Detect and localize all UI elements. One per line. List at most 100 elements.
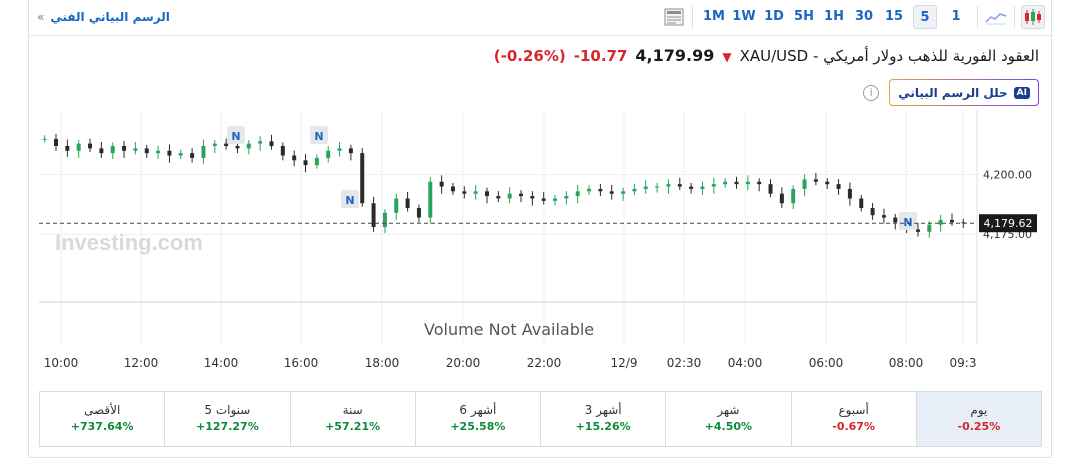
candle-body [519,193,524,197]
candle-body [258,141,263,144]
timeframe-1[interactable]: 1 [951,9,961,24]
x-tick-label: 22:00 [527,356,562,370]
news-marker [341,190,359,208]
candle-body [337,148,342,151]
performance-cell[interactable]: 3 أشهر +15.26% [540,392,665,446]
candle-body [632,188,637,192]
volume-label: Volume Not Available [424,320,595,339]
performance-period: 3 أشهر [584,403,622,417]
candle-body [621,191,626,194]
performance-value: +737.64% [70,420,134,433]
performance-cell[interactable]: 6 أشهر +25.58% [414,392,540,446]
price-tag-label: 4,179.62 [984,217,1033,230]
performance-value: +4.50% [704,420,753,433]
performance-period: الأقصى [83,403,121,417]
candle-body [110,146,115,154]
candle-body [280,146,285,156]
news-marker [899,212,917,230]
candle-body [462,191,467,194]
price-tag [979,214,1037,233]
candle-body [530,196,535,199]
performance-cell[interactable]: شهر +4.50% [665,392,790,446]
candle-body [65,146,70,151]
timeframe-5H[interactable]: 5H [794,9,814,24]
candle-body [496,196,501,199]
x-tick-label: 10:00 [44,356,79,370]
timeframe-1W[interactable]: 1W [732,9,756,24]
candle-body [598,188,603,192]
candle-body [666,184,671,187]
chart-toolbar: الرسم البياني الفني » 1M 1W 1D 5H 1H 30 … [29,0,1053,36]
performance-cell[interactable]: الأقصى +737.64% [40,392,164,446]
info-icon[interactable]: i [863,84,880,101]
performance-period: سنة [342,403,363,417]
performance-period: 5 سنوات [204,403,251,417]
x-tick-label: 09:3 [950,356,977,370]
timeframe-1H[interactable]: 1H [824,9,844,24]
candle-body [802,179,807,189]
change-value: -10.77 [573,47,628,65]
performance-value: +15.26% [575,420,631,433]
timeframe-1M[interactable]: 1M [703,9,725,24]
candle-body [553,198,558,201]
technical-chart-link[interactable]: الرسم البياني الفني » [37,10,170,24]
candle-body [235,146,240,149]
watermark-logo: Investing.com [55,230,203,255]
timeframe-5[interactable]: 5 [913,5,937,29]
candle-body [178,153,183,156]
performance-value: +127.27% [196,420,259,433]
candle-body [246,143,251,149]
candle-body [768,184,773,194]
price-chart[interactable]: Investing.com N N N N 4,200.00 4,175.00 4,179.6… [29,110,1053,380]
news-marker-label: N [314,130,323,143]
timeframe-1D[interactable]: 1D [764,9,784,24]
candle-body [938,219,943,225]
x-tick-label: 04:00 [728,356,763,370]
candle-body [779,193,784,204]
candle-body [394,198,399,213]
candle-body [473,191,478,194]
toolbar-divider [1014,6,1015,28]
candle-body [564,196,569,199]
performance-value: +25.58% [450,420,506,433]
technical-chart-label: الرسم البياني الفني [50,10,170,24]
candle-body [575,191,580,197]
instrument-name: XAU/USD - العقود الفورية للذهب دولار أمر… [739,47,1039,65]
news-marker-label: N [231,130,240,143]
performance-cell[interactable]: يوم -0.25% [915,392,1041,446]
layout-icon[interactable] [662,5,686,29]
news-marker-label: N [903,216,912,229]
performance-cell[interactable]: 5 سنوات +127.27% [164,392,289,446]
performance-table: يوم -0.25% أسبوع -0.67% شهر +4.50% 3 أشهر +15.2… [39,391,1042,447]
analyze-chart-button[interactable]: AI حلل الرسم البياني [889,79,1039,106]
candle-body [825,181,830,185]
candle-body [587,188,592,192]
candle-body [76,143,81,151]
candle-body [893,217,898,223]
candle-body [439,181,444,187]
quote-header: (-0.26%) -10.77 4,179.99 ▼ XAU/USD - الع… [494,46,1039,65]
candle-body [224,143,229,146]
candlestick-icon[interactable] [1021,5,1045,29]
timeframe-30[interactable]: 30 [854,9,874,24]
timeframe-15[interactable]: 15 [884,9,904,24]
news-marker [227,126,245,144]
candle-body [99,148,104,154]
line-chart-icon[interactable] [984,5,1008,29]
performance-value: -0.25% [957,420,1001,433]
candle-body [88,143,93,149]
candle-body [711,184,716,187]
change-percent: (-0.26%) [493,47,566,65]
candle-body [881,215,886,218]
performance-cell[interactable]: سنة +57.21% [289,392,415,446]
x-tick-label: 08:00 [889,356,924,370]
performance-cell[interactable]: أسبوع -0.67% [790,392,916,446]
candle-body [484,191,489,197]
candle-body [348,148,353,154]
candle-body [643,186,648,189]
news-marker-label: N [345,194,354,207]
candle-body [677,184,682,187]
x-tick-label: 18:00 [365,356,400,370]
y-tick-label: 4,200.00 [983,169,1032,182]
candle-body [156,150,161,154]
